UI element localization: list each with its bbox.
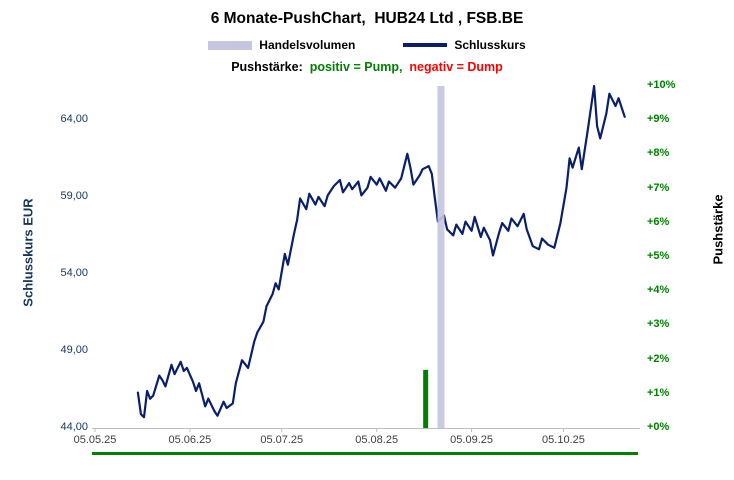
push-note-prefix: Pushstärke: bbox=[231, 60, 310, 74]
legend-volume-label: Handelsvolumen bbox=[259, 38, 356, 52]
push-note-positive: positiv = Pump, bbox=[309, 60, 403, 74]
legend-close-label: Schlusskurs bbox=[454, 38, 526, 52]
chart-legend: Handelsvolumen Schlusskurs bbox=[0, 38, 734, 52]
close-line-swatch-icon bbox=[403, 43, 448, 47]
volume-bar bbox=[437, 86, 445, 428]
chart-title: 6 Monate-PushChart, HUB24 Ltd , FSB.BE bbox=[210, 10, 524, 27]
push-strength-bar bbox=[423, 369, 429, 428]
push-baseline bbox=[92, 452, 638, 455]
legend-item-volume: Handelsvolumen bbox=[208, 38, 355, 52]
push-legend-note: Pushstärke: positiv = Pump, negativ = Du… bbox=[0, 60, 734, 74]
push-note-negative: negativ = Dump bbox=[409, 60, 503, 74]
volume-swatch-icon bbox=[208, 40, 253, 50]
legend-item-close: Schlusskurs bbox=[403, 38, 526, 52]
close-price-line bbox=[136, 84, 626, 419]
